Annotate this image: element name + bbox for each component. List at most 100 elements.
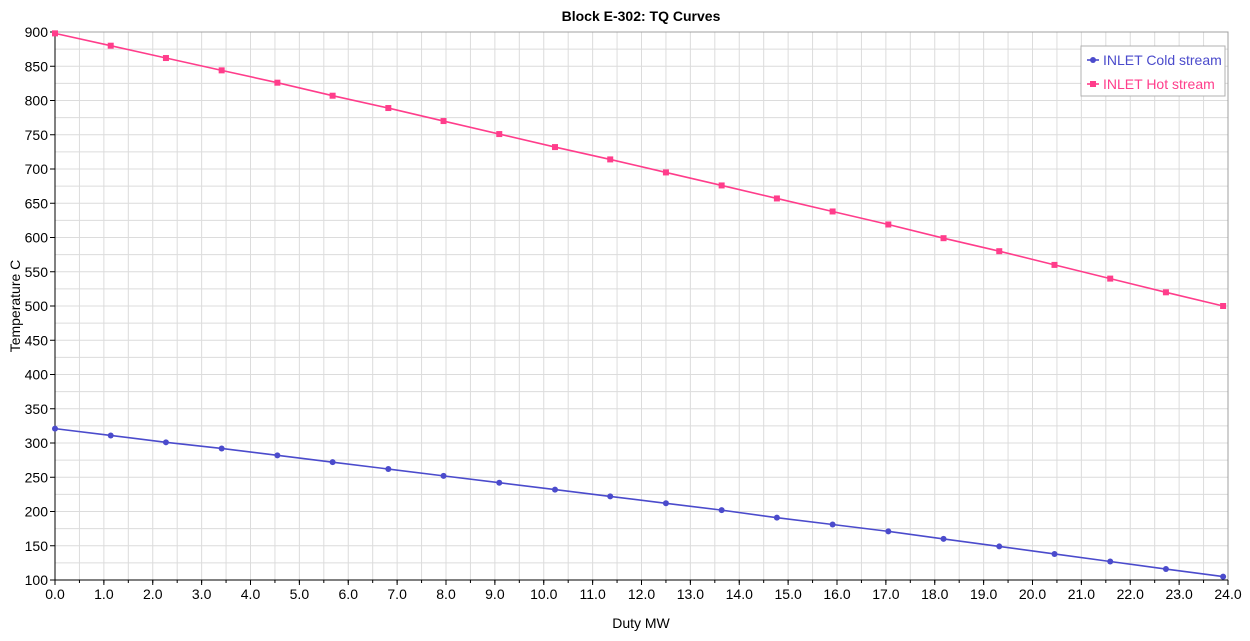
data-point (1051, 550, 1058, 557)
data-point (773, 514, 780, 521)
y-tick-label: 150 (25, 538, 49, 554)
y-tick-label: 400 (25, 367, 49, 383)
x-tick-label: 17.0 (872, 586, 899, 602)
y-tick-label: 200 (25, 504, 49, 520)
series-line (54, 32, 1224, 307)
data-point (440, 472, 447, 479)
x-tick-label: 10.0 (530, 586, 557, 602)
x-tick-label: 24.0 (1214, 586, 1241, 602)
data-point (773, 195, 780, 202)
x-tick-label: 20.0 (1019, 586, 1046, 602)
series-line (54, 427, 1224, 578)
series-hot-stream (52, 30, 1227, 309)
data-point (440, 118, 447, 125)
y-tick-label: 350 (25, 401, 49, 417)
axes: 0.0 1.0 2.0 3.0 4.0 5.0 6.0 7.0 8.0 9.0 10.0 11.0 12… (25, 24, 1242, 602)
x-tick-label: 6.0 (339, 586, 359, 602)
x-tick-label: 19.0 (970, 586, 997, 602)
data-series (52, 30, 1227, 580)
data-point (1051, 261, 1058, 268)
y-tick-label: 850 (25, 58, 49, 74)
data-point (1162, 566, 1169, 573)
x-tick-label: 3.0 (192, 586, 212, 602)
y-tick-label: 550 (25, 264, 49, 280)
data-point (385, 466, 392, 473)
data-point (829, 208, 836, 215)
x-tick-label: 13.0 (677, 586, 704, 602)
x-tick-label: 21.0 (1068, 586, 1095, 602)
data-point (52, 425, 58, 432)
y-tick-label: 450 (25, 332, 49, 348)
x-tick-label: 14.0 (726, 586, 753, 602)
data-point (1107, 275, 1114, 282)
legend: INLET Cold stream INLET Hot stream (1080, 45, 1226, 97)
data-point (1220, 573, 1227, 580)
data-point (329, 459, 336, 466)
x-tick-label: 7.0 (387, 586, 407, 602)
data-point (274, 79, 281, 86)
data-point (940, 535, 947, 542)
y-tick-label: 300 (25, 435, 49, 451)
data-point (107, 432, 114, 439)
legend-marker (1090, 81, 1096, 87)
x-axis-label: Duty MW (612, 615, 670, 631)
data-point (940, 235, 947, 242)
x-tick-label: 2.0 (143, 586, 163, 602)
data-point (107, 42, 114, 49)
x-tick-label: 9.0 (485, 586, 505, 602)
data-point (162, 439, 169, 446)
legend-label: INLET Hot stream (1103, 76, 1215, 92)
x-tick-label: 12.0 (628, 586, 655, 602)
data-point (662, 169, 669, 176)
data-point (996, 543, 1003, 550)
legend-label: INLET Cold stream (1103, 52, 1222, 68)
data-point (996, 248, 1003, 255)
data-point (607, 156, 614, 163)
data-point (607, 493, 614, 500)
y-axis-label: Temperature C (7, 260, 23, 353)
data-point (218, 67, 225, 74)
y-tick-label: 600 (25, 230, 49, 246)
x-tick-label: 11.0 (580, 586, 606, 602)
data-point (885, 221, 892, 228)
x-tick-label: 1.0 (94, 586, 114, 602)
data-point (551, 144, 558, 151)
legend-marker (1090, 57, 1096, 63)
x-tick-label: 23.0 (1166, 586, 1193, 602)
data-point (829, 521, 836, 528)
legend-box (1080, 45, 1226, 97)
y-tick-label: 750 (25, 127, 49, 143)
x-tick-label: 0.0 (45, 586, 65, 602)
y-tick-label: 500 (25, 298, 49, 314)
x-tick-label: 16.0 (823, 586, 850, 602)
data-point (718, 507, 725, 514)
x-tick-label: 15.0 (775, 586, 802, 602)
data-point (662, 500, 669, 507)
data-point (551, 486, 558, 493)
y-tick-label: 900 (25, 24, 49, 40)
y-tick-label: 250 (25, 469, 49, 485)
chart-title: Block E-302: TQ Curves (562, 8, 721, 24)
data-point (496, 479, 503, 486)
data-point (496, 131, 503, 138)
y-tick-label: 700 (25, 161, 49, 177)
data-point (1162, 289, 1169, 296)
data-point (718, 182, 725, 189)
x-tick-label: 22.0 (1117, 586, 1144, 602)
x-tick-label: 18.0 (921, 586, 948, 602)
x-tick-label: 4.0 (241, 586, 261, 602)
data-point (218, 445, 225, 452)
data-point (329, 92, 336, 99)
x-tick-label: 5.0 (290, 586, 310, 602)
y-tick-label: 800 (25, 93, 49, 109)
y-tick-label: 100 (25, 572, 49, 588)
data-point (274, 452, 281, 459)
grid-lines (54, 31, 1229, 581)
series-cold-stream (52, 425, 1227, 580)
data-point (1220, 303, 1227, 309)
data-point (385, 105, 392, 112)
data-point (52, 30, 58, 37)
data-point (1107, 558, 1114, 565)
